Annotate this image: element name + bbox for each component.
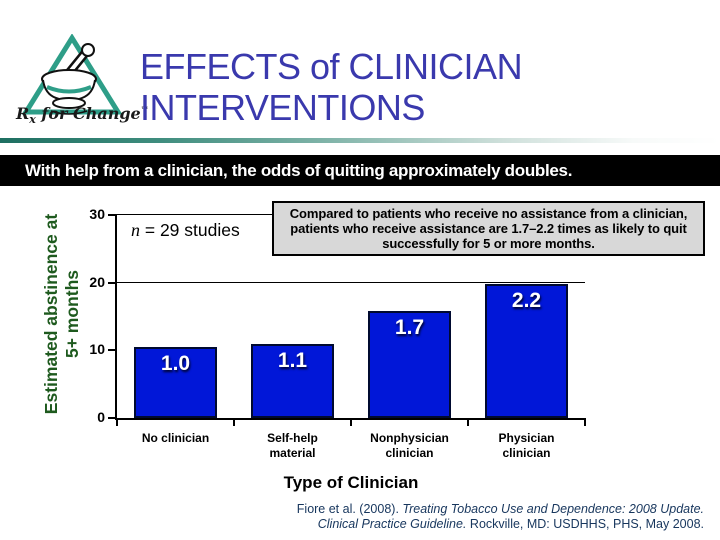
slide-title: EFFECTS of CLINICIAN INTERVENTIONS — [140, 46, 523, 128]
citation-publisher: Rockville, MD: USDHHS, PHS, May 2008. — [466, 517, 704, 531]
y-axis-tick — [108, 214, 117, 216]
category-label: Physician clinician — [498, 431, 555, 460]
study-count-note: n = 29 studies — [131, 220, 240, 241]
citation-guideline: Clinical Practice Guideline. — [317, 517, 467, 531]
y-axis-tick — [108, 281, 117, 284]
y-axis-tick — [108, 417, 117, 419]
y-tick-label: 30 — [89, 206, 105, 222]
rx-for-change-logo — [20, 33, 124, 136]
bar: 2.2 — [485, 284, 568, 418]
logo-wordmark: Rx for Change™ — [16, 104, 149, 127]
bar: 1.1 — [251, 343, 334, 418]
study-count-n: n — [131, 220, 140, 240]
bar-value-label: 1.1 — [277, 348, 308, 372]
bar-chart-plot-area: Type of Clinician 0 10 20 30 1.0 No clinician… — [89, 206, 586, 492]
x-axis-tick — [116, 418, 118, 426]
citation: Fiore et al. (2008). Treating Tobacco Us… — [297, 502, 704, 532]
category-label: Nonphysician clinician — [370, 431, 449, 460]
logo-rest: for Change — [35, 104, 141, 123]
y-axis-tick — [108, 349, 117, 352]
y-tick-label: 10 — [89, 341, 105, 358]
key-message-text: With help from a clinician, the odds of … — [25, 161, 573, 180]
logo-tm: ™ — [140, 104, 149, 115]
x-axis-tick — [350, 418, 352, 426]
callout-box: Compared to patients who receive no assi… — [272, 201, 705, 256]
x-axis-tick — [233, 418, 235, 426]
header-gradient-rule — [0, 138, 720, 143]
citation-title: Treating Tobacco Use and Dependence: 200… — [402, 502, 704, 516]
key-message-banner: With help from a clinician, the odds of … — [0, 155, 720, 186]
bar-value-label: 1.0 — [160, 351, 191, 375]
y-axis-title-line1: Estimated abstinence at — [41, 213, 61, 415]
bar-value-label: 2.2 — [511, 289, 542, 313]
slide-title-line2: INTERVENTIONS — [140, 87, 425, 128]
bar: 1.7 — [368, 311, 451, 418]
gridline — [117, 281, 585, 283]
logo-r: R — [16, 104, 30, 123]
bar: 1.0 — [134, 346, 217, 418]
citation-authors: Fiore et al. (2008). — [296, 502, 403, 516]
y-tick-label: 20 — [89, 273, 105, 290]
x-axis-title: Type of Clinician — [283, 473, 419, 492]
citation-line2: Clinical Practice Guideline. Rockville, … — [297, 517, 704, 532]
x-axis-tick — [584, 418, 586, 426]
y-tick-label: 0 — [97, 409, 105, 425]
mortar-pestle-icon — [21, 33, 123, 115]
logo-x: x — [29, 113, 36, 127]
category-label: Self-help material — [267, 431, 318, 460]
slide-title-line1: EFFECTS of CLINICIAN — [140, 46, 523, 87]
x-axis-tick — [467, 418, 469, 426]
category-label: No clinician — [141, 431, 210, 445]
bar-value-label: 1.7 — [394, 316, 425, 340]
citation-line1: Fiore et al. (2008). Treating Tobacco Us… — [297, 502, 704, 517]
study-count-rest: = 29 studies — [140, 220, 240, 240]
